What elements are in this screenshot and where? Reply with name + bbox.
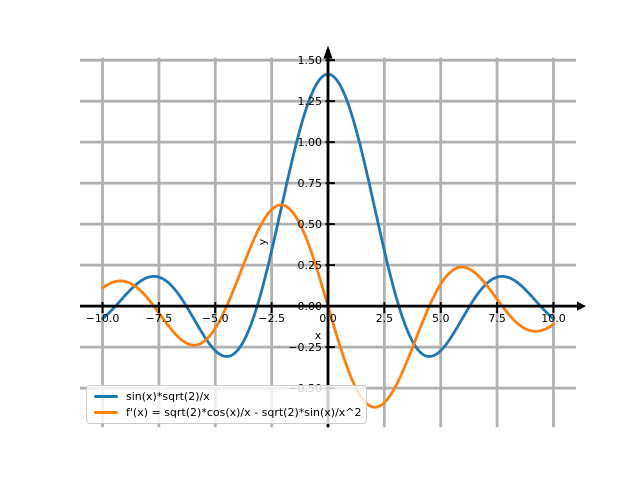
x-tick-label: −7.5 (146, 312, 173, 325)
y-tick-label: 1.25 (298, 95, 323, 108)
y-tick-label: 0.50 (298, 218, 323, 231)
y-tick-label: 1.00 (298, 136, 323, 149)
y-axis-label: y (256, 238, 269, 245)
legend-item: f'(x) = sqrt(2)*cos(x)/x - sqrt(2)*sin(x… (94, 405, 362, 419)
legend-item: sin(x)*sqrt(2)/x (94, 390, 360, 403)
x-tick-label: 2.5 (376, 312, 394, 325)
x-tick-label: 0.0 (319, 312, 337, 325)
legend-label-sinc: sin(x)*sqrt(2)/x (126, 390, 210, 404)
x-tick-label: 7.5 (488, 312, 506, 325)
x-axis-label: x (315, 329, 322, 342)
legend-line-sample-sinc (94, 395, 118, 399)
x-tick-label: −5.0 (202, 312, 229, 325)
y-tick-label: 1.50 (298, 54, 323, 67)
legend-label-derivative: f'(x) = sqrt(2)*cos(x)/x - sqrt(2)*sin(x… (126, 405, 362, 419)
x-tick-label: −10.0 (86, 312, 120, 325)
y-tick-label: 0.75 (298, 177, 323, 190)
y-tick-label: 0.25 (298, 259, 323, 272)
x-tick-label: 5.0 (432, 312, 450, 325)
x-axis-arrow-icon (577, 301, 586, 311)
legend: sin(x)*sqrt(2)/x f'(x) = sqrt(2)*cos(x)/… (86, 385, 367, 424)
y-axis-arrow-icon (323, 45, 333, 59)
y-tick-label: 0.00 (298, 300, 323, 313)
x-tick-label: 10.0 (541, 312, 566, 325)
legend-line-sample-derivative (94, 410, 118, 414)
x-tick-label: −2.5 (258, 312, 285, 325)
y-tick-label: −0.25 (288, 341, 322, 354)
